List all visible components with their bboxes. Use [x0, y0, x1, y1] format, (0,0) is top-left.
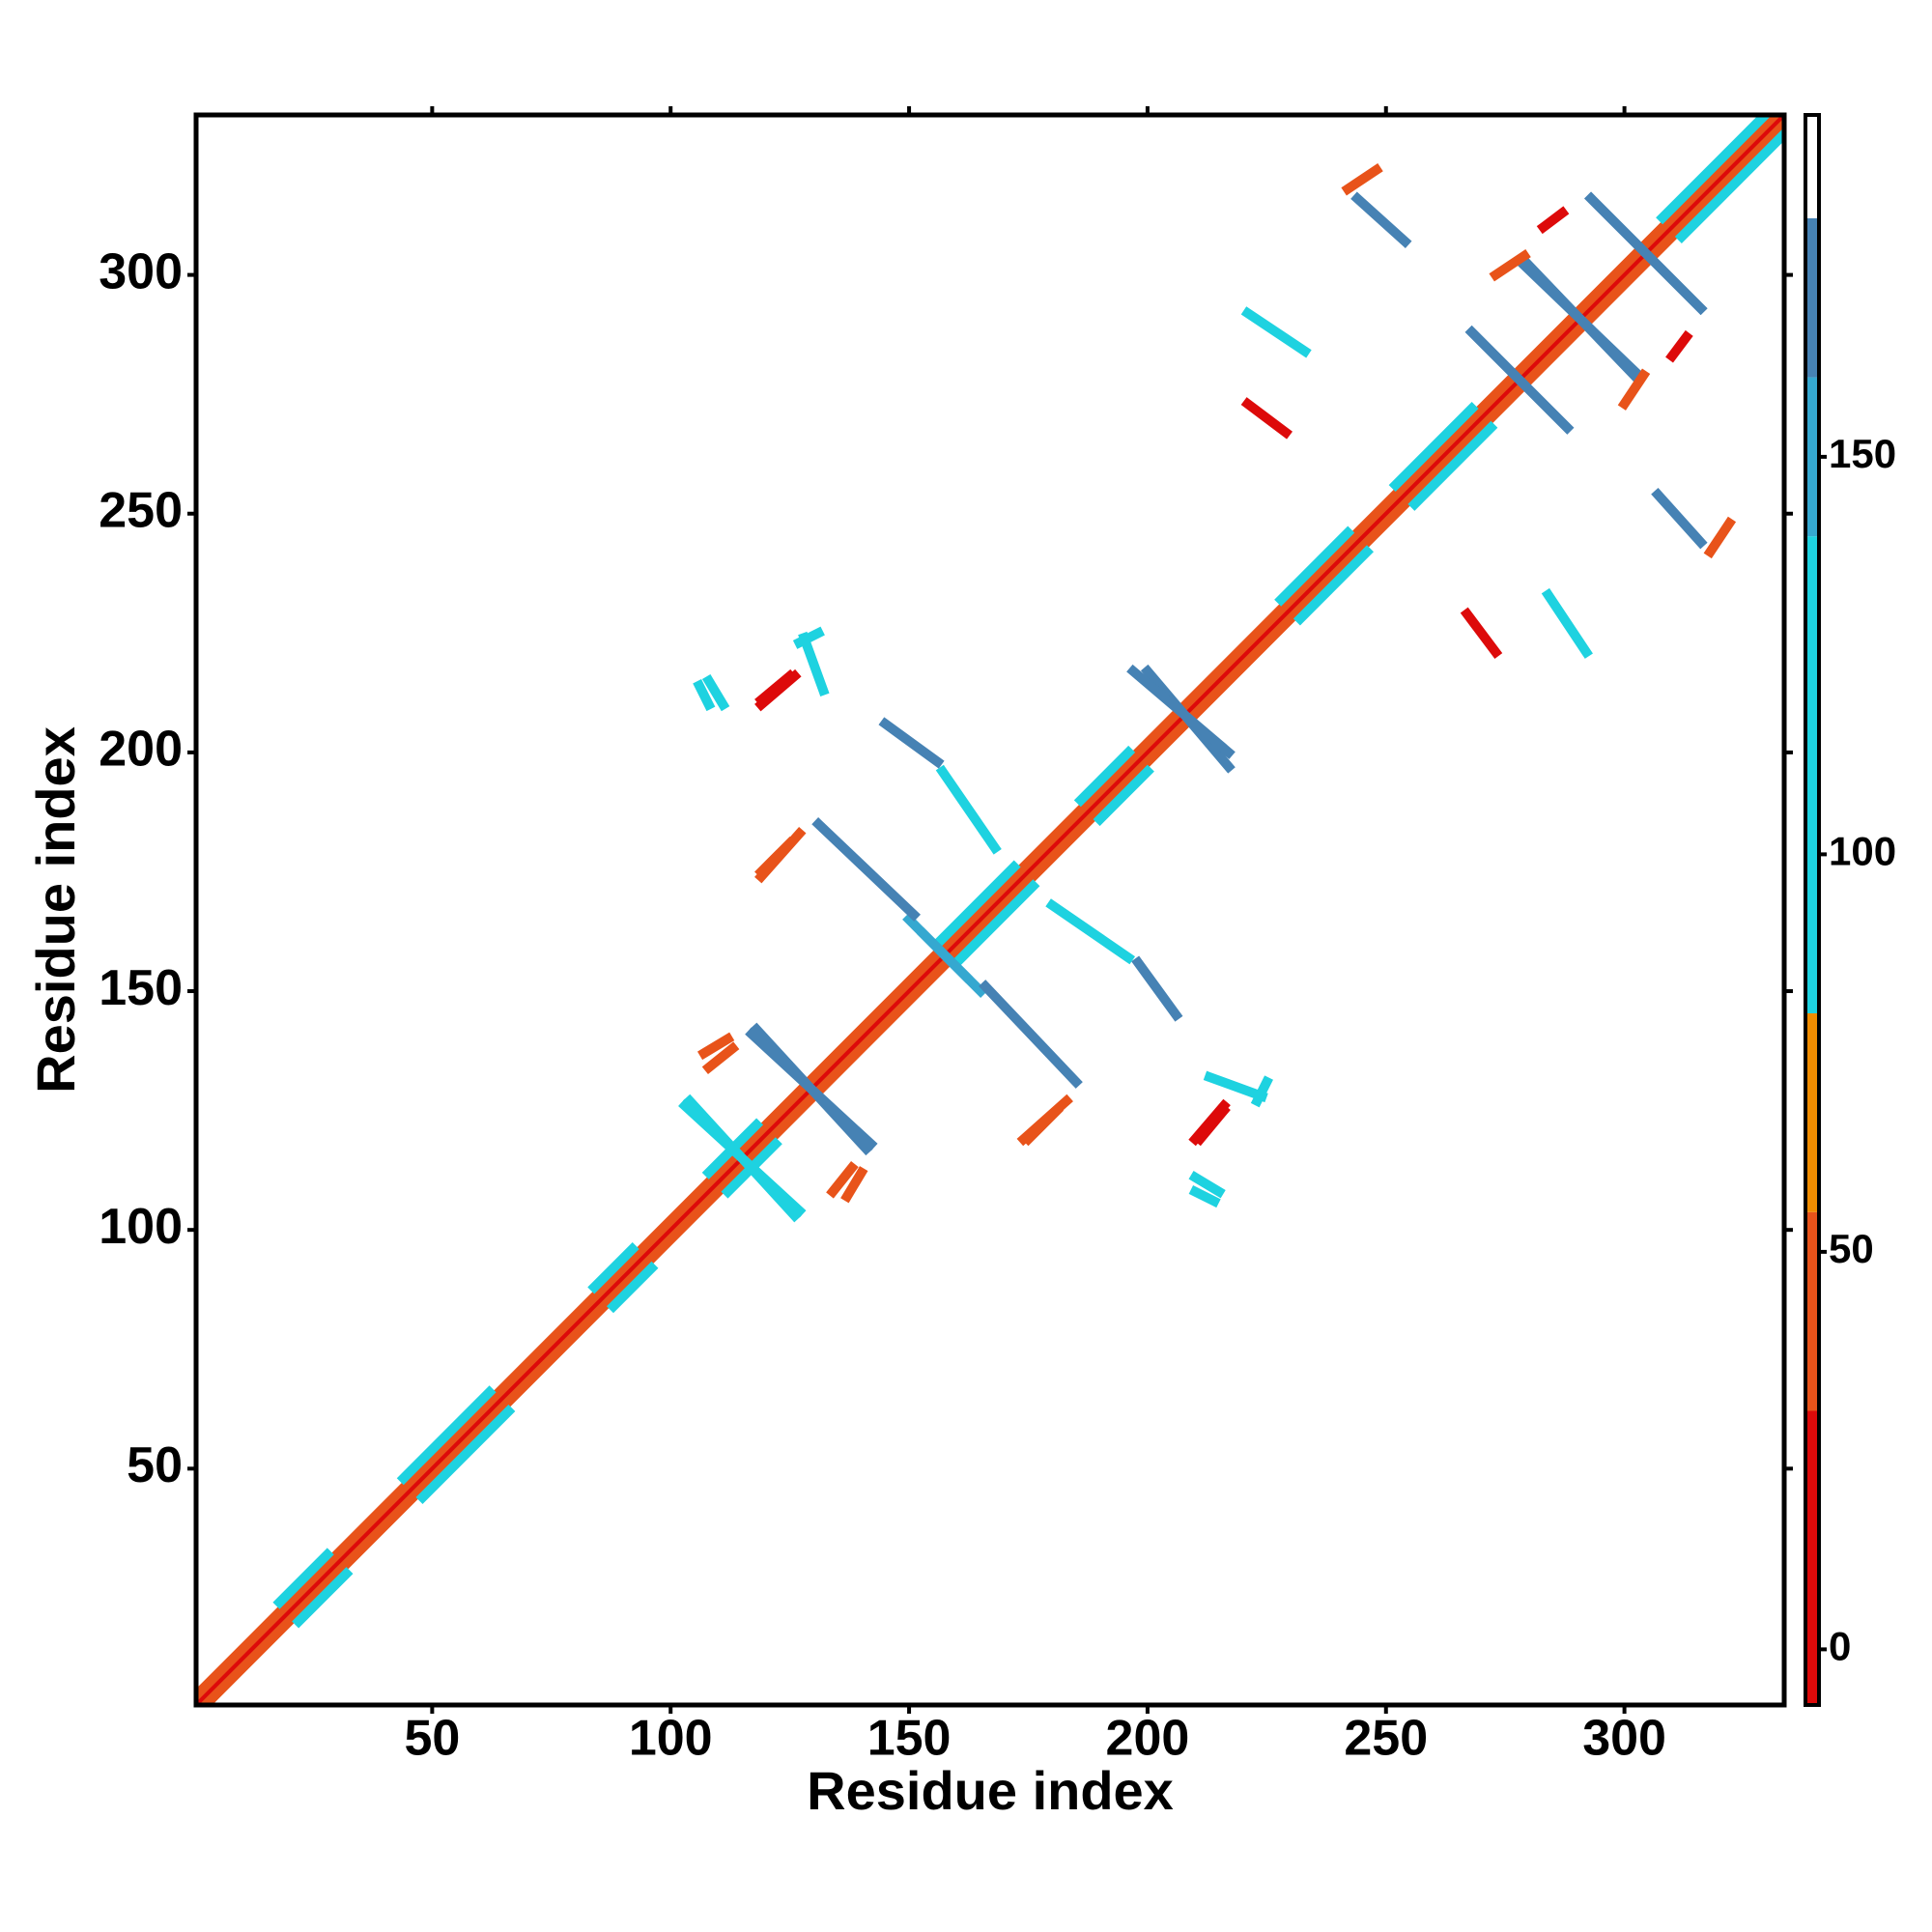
contact-segment-mirror [1045, 898, 1136, 965]
contact-segment [1016, 1094, 1073, 1147]
y-tick-label: 100 [99, 1199, 183, 1255]
contact-segment [826, 1160, 859, 1199]
contact-segment-mirror [840, 1166, 868, 1204]
contact-segment-mirror [587, 1241, 639, 1294]
x-tick-label: 250 [1344, 1711, 1428, 1767]
colorbar-band [1805, 115, 1819, 218]
colorbar-tick-label: 50 [1829, 1226, 1874, 1271]
colorbar-tick-label: 100 [1829, 828, 1896, 873]
contact-segment [1674, 129, 1784, 244]
x-tick-label: 100 [629, 1711, 713, 1767]
contact-segment [1188, 1171, 1226, 1199]
contact-segment-mirror [1584, 191, 1708, 316]
contact-segment-mirror [1131, 955, 1183, 1022]
colorbar-band [1805, 217, 1819, 378]
contact-segment-mirror [1665, 329, 1693, 363]
contact-segment [935, 764, 1002, 855]
contact-segment [607, 1261, 659, 1314]
contact-segment-mirror [1517, 253, 1641, 383]
contact-segment-mirror [798, 631, 830, 696]
contact-segment [292, 1567, 354, 1629]
y-tick-label: 150 [99, 960, 183, 1016]
contact-segment-mirror [1388, 402, 1479, 493]
plot-frame [193, 112, 1787, 1708]
contact-segment-mirror [1656, 115, 1770, 225]
contact-segment-mirror [1188, 1185, 1221, 1208]
contact-segment-mirror [1464, 325, 1575, 435]
contact-segment-mirror [701, 673, 730, 712]
contact-segment [201, 120, 1784, 1705]
plot-area [196, 115, 1784, 1705]
contact-segment-mirror [1651, 487, 1708, 550]
contact-segment-mirror [1274, 526, 1355, 607]
contact-segment-mirror [745, 1027, 878, 1151]
contact-segment-mirror [1250, 1075, 1273, 1108]
contact-segment [1293, 545, 1374, 626]
contact-segment-mirror [754, 826, 807, 884]
contact-segment-mirror [979, 980, 1083, 1089]
x-tick-label: 50 [404, 1711, 460, 1767]
contact-segment [697, 1032, 735, 1061]
contact-segment-mirror [272, 1548, 334, 1609]
colorbar-frame [1804, 113, 1821, 1707]
colorbar-band [1805, 377, 1819, 537]
colorbar-band [1805, 536, 1819, 1013]
contact-segment-mirror [1073, 745, 1136, 808]
contact-segment [1341, 162, 1383, 196]
contact-segment-mirror [1541, 587, 1593, 659]
contact-segment [415, 1405, 516, 1504]
y-axis-label: Residue index [25, 726, 86, 1094]
contact-segment-mirror [1703, 516, 1737, 559]
x-tick-label: 150 [867, 1711, 952, 1767]
contact-segment [693, 679, 716, 712]
y-tick-label: 250 [99, 482, 183, 538]
contact-segment [1489, 248, 1531, 282]
contact-segment [1093, 764, 1154, 827]
colorbar-band [1805, 1211, 1819, 1411]
contact-segment-mirror [754, 668, 802, 712]
y-tick-label: 200 [99, 722, 183, 778]
contact-segment [1188, 1098, 1231, 1147]
contact-segment-mirror [396, 1385, 497, 1486]
contact-segment-mirror [701, 1041, 740, 1075]
contact-segment [1240, 397, 1293, 440]
colorbar-band [1805, 1012, 1819, 1212]
contact-segment [950, 879, 1040, 970]
x-axis-label: Residue index [807, 1760, 1174, 1821]
contact-segment-mirror [1460, 607, 1503, 659]
contact-segment [1203, 1070, 1268, 1103]
contact-segment-mirror [1126, 664, 1236, 759]
y-tick-label: 300 [99, 243, 183, 299]
x-tick-label: 300 [1582, 1711, 1666, 1767]
contact-segment [1536, 206, 1570, 235]
contact-segment-mirror [1617, 368, 1651, 411]
colorbar-band [1805, 1410, 1819, 1705]
contact-segment-mirror [930, 860, 1021, 951]
contact-segment [811, 817, 921, 922]
x-tick-label: 200 [1106, 1711, 1190, 1767]
contact-segment-mirror [196, 115, 1784, 1705]
contact-segment-mirror [678, 1098, 807, 1218]
contact-segment-mirror [196, 115, 1779, 1700]
contact-segment [1407, 420, 1498, 511]
colorbar-tick-label: 0 [1829, 1623, 1851, 1668]
contact-segment [792, 626, 825, 649]
contact-segment [1240, 306, 1312, 358]
contact-segment-mirror [916, 926, 988, 999]
colorbar-tick-label: 150 [1829, 431, 1896, 476]
y-tick-label: 50 [127, 1437, 183, 1493]
contact-segment [878, 717, 945, 769]
contact-segment [1350, 191, 1412, 248]
